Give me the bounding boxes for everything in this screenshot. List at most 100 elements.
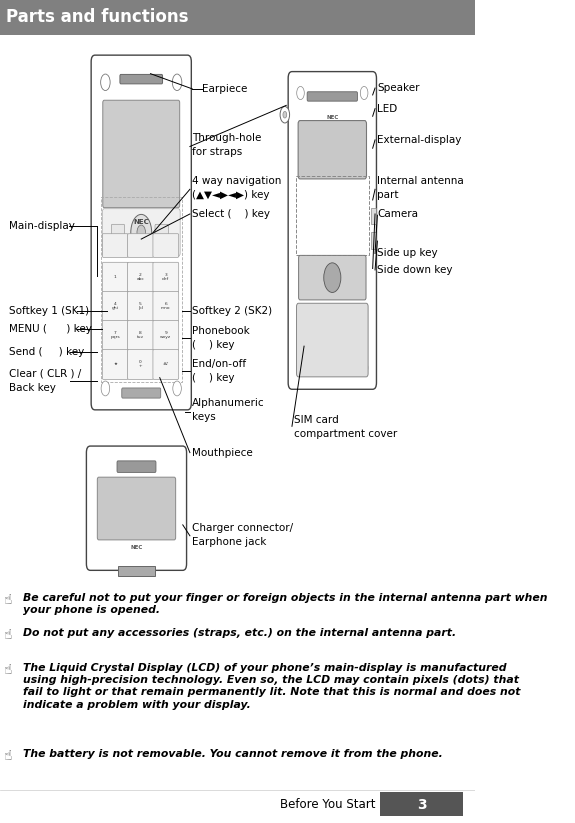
Text: Side down key: Side down key xyxy=(377,265,453,275)
Text: MENU (      ) key: MENU ( ) key xyxy=(10,324,93,334)
FancyBboxPatch shape xyxy=(102,320,128,351)
Text: External-display: External-display xyxy=(377,135,462,145)
Text: (    ) key: ( ) key xyxy=(192,373,235,383)
Text: Charger connector/: Charger connector/ xyxy=(192,523,293,533)
FancyBboxPatch shape xyxy=(117,461,156,472)
Text: ★: ★ xyxy=(113,362,117,366)
Text: Speaker: Speaker xyxy=(377,83,420,93)
Text: Alphanumeric: Alphanumeric xyxy=(192,398,265,408)
Circle shape xyxy=(137,225,145,240)
Circle shape xyxy=(283,111,287,118)
Circle shape xyxy=(297,86,304,100)
FancyBboxPatch shape xyxy=(128,320,154,351)
FancyBboxPatch shape xyxy=(103,100,179,207)
Text: 4 way navigation: 4 way navigation xyxy=(192,176,282,186)
Text: SIM card: SIM card xyxy=(294,415,339,425)
FancyBboxPatch shape xyxy=(153,320,179,351)
Text: Select (    ) key: Select ( ) key xyxy=(192,209,270,219)
Text: NEC: NEC xyxy=(133,219,149,226)
FancyBboxPatch shape xyxy=(86,446,186,570)
FancyBboxPatch shape xyxy=(112,224,125,243)
FancyBboxPatch shape xyxy=(155,224,168,243)
Text: End/on-off: End/on-off xyxy=(192,359,247,369)
Text: 2
abc: 2 abc xyxy=(137,273,144,281)
Text: 9
wxyz: 9 wxyz xyxy=(160,332,171,339)
Circle shape xyxy=(172,74,182,91)
FancyBboxPatch shape xyxy=(297,304,368,377)
Circle shape xyxy=(361,86,368,100)
Text: (    ) key: ( ) key xyxy=(192,340,235,350)
FancyBboxPatch shape xyxy=(128,234,154,258)
Bar xyxy=(371,232,376,249)
Text: Send (     ) key: Send ( ) key xyxy=(10,347,85,357)
Text: LED: LED xyxy=(377,104,398,114)
FancyBboxPatch shape xyxy=(91,55,191,410)
Circle shape xyxy=(173,381,181,396)
Text: The battery is not removable. You cannot remove it from the phone.: The battery is not removable. You cannot… xyxy=(23,749,443,759)
Text: 1: 1 xyxy=(114,275,117,279)
Text: 3
def: 3 def xyxy=(162,273,170,281)
Text: ☝: ☝ xyxy=(4,663,13,677)
FancyBboxPatch shape xyxy=(153,263,179,292)
Text: 8
tuv: 8 tuv xyxy=(137,332,144,339)
Text: Main-display: Main-display xyxy=(10,221,75,231)
Text: Parts and functions: Parts and functions xyxy=(6,8,188,26)
FancyBboxPatch shape xyxy=(120,74,163,84)
Text: Internal antenna: Internal antenna xyxy=(377,176,464,186)
Text: Softkey 2 (SK2): Softkey 2 (SK2) xyxy=(192,306,273,316)
Text: (▲▼◄▶◄▶) key: (▲▼◄▶◄▶) key xyxy=(192,190,270,200)
FancyBboxPatch shape xyxy=(380,792,463,816)
Text: Side up key: Side up key xyxy=(377,249,438,258)
FancyBboxPatch shape xyxy=(102,291,128,321)
Bar xyxy=(101,197,182,382)
Text: Clear ( CLR ) /: Clear ( CLR ) / xyxy=(10,369,82,379)
FancyBboxPatch shape xyxy=(153,234,179,258)
Circle shape xyxy=(361,361,368,374)
Text: NEC: NEC xyxy=(131,545,143,550)
Text: 3: 3 xyxy=(417,797,427,812)
FancyBboxPatch shape xyxy=(102,234,128,258)
Circle shape xyxy=(101,381,110,396)
FancyBboxPatch shape xyxy=(288,72,377,389)
Text: Earphone jack: Earphone jack xyxy=(192,537,267,547)
FancyBboxPatch shape xyxy=(97,477,175,540)
FancyBboxPatch shape xyxy=(102,209,180,256)
FancyBboxPatch shape xyxy=(153,350,179,379)
Text: Do not put any accessories (straps, etc.) on the internal antenna part.: Do not put any accessories (straps, etc.… xyxy=(23,628,456,638)
Circle shape xyxy=(131,214,152,250)
Text: 6
mno: 6 mno xyxy=(161,302,171,310)
Text: Earpiece: Earpiece xyxy=(202,84,247,94)
Bar xyxy=(371,207,376,225)
Text: part: part xyxy=(377,190,399,200)
Text: Phonebook: Phonebook xyxy=(192,326,250,336)
Text: Back key: Back key xyxy=(10,384,56,393)
Text: Mouthpiece: Mouthpiece xyxy=(192,448,253,458)
Text: for straps: for straps xyxy=(192,147,243,157)
FancyBboxPatch shape xyxy=(102,263,128,292)
Circle shape xyxy=(280,106,290,123)
Text: Before You Start: Before You Start xyxy=(279,798,375,811)
Text: ☝: ☝ xyxy=(4,749,13,763)
Text: keys: keys xyxy=(192,412,216,422)
Text: The Liquid Crystal Display (LCD) of your phone’s main-display is manufactured
us: The Liquid Crystal Display (LCD) of your… xyxy=(23,663,520,709)
Text: Softkey 1 (SK1): Softkey 1 (SK1) xyxy=(10,306,90,316)
FancyBboxPatch shape xyxy=(298,255,366,300)
Text: 4
ghi: 4 ghi xyxy=(112,302,118,310)
FancyBboxPatch shape xyxy=(0,0,475,35)
Text: Camera: Camera xyxy=(377,209,419,219)
FancyBboxPatch shape xyxy=(298,121,366,179)
Text: 0
+: 0 + xyxy=(139,360,143,369)
FancyBboxPatch shape xyxy=(128,291,154,321)
FancyBboxPatch shape xyxy=(307,92,358,101)
Text: Through-hole: Through-hole xyxy=(192,133,262,143)
Circle shape xyxy=(101,74,110,91)
FancyBboxPatch shape xyxy=(128,350,154,379)
Text: Be careful not to put your finger or foreign objects in the internal antenna par: Be careful not to put your finger or for… xyxy=(23,593,547,615)
FancyBboxPatch shape xyxy=(102,350,128,379)
Text: #♪: #♪ xyxy=(163,362,169,366)
Circle shape xyxy=(324,263,341,292)
FancyBboxPatch shape xyxy=(122,388,160,398)
Text: ☝: ☝ xyxy=(4,593,13,607)
FancyBboxPatch shape xyxy=(118,566,155,576)
Circle shape xyxy=(297,361,304,374)
